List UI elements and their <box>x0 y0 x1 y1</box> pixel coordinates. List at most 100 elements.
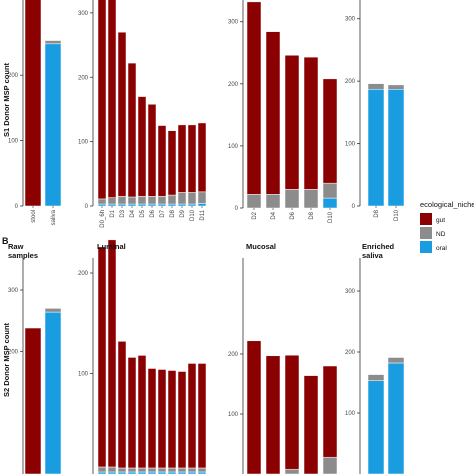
panel-s2-enriched-saliva-bar-d8-oral <box>367 380 385 474</box>
panel-s2-luminal-bar-d1-gut <box>107 239 117 468</box>
panel-s1-raw-samples-bar-saliva-nd <box>44 40 62 45</box>
panel-s1-mucosal-xtick-label: D4 <box>271 211 277 219</box>
panel-s1-mucosal-ytick-label: 200 <box>228 82 239 88</box>
panel-s1-mucosal-ytick-label: 100 <box>228 144 239 150</box>
panel-s2-enriched-saliva-ytick-label: 200 <box>345 350 356 356</box>
panel-s1-raw-samples-ytick-label: 200 <box>8 73 19 79</box>
panel-s2-mucosal-ytick-label: 200 <box>228 352 239 358</box>
panel-s2-luminal-bar-d3-gut <box>117 341 127 469</box>
panel-s1-enriched-saliva-ytick-label: 0 <box>352 204 356 210</box>
panel-s1-enriched-saliva-ytick-label: 200 <box>345 79 356 85</box>
panel-s1-mucosal-bar-d6-nd <box>284 189 300 209</box>
panel-s2-luminal-ytick-label: 100 <box>78 372 89 378</box>
panel-s2-luminal-bar-d8-gut <box>167 370 177 469</box>
panel-s1-luminal-bar-d0_6h-nd <box>97 198 107 205</box>
legend-label-gut: gut <box>436 217 445 224</box>
section-label-b: B <box>2 236 9 246</box>
panel-s1-luminal-bar-d9-gut <box>177 124 187 193</box>
panel-s1-luminal-bar-d8-oral <box>167 203 177 207</box>
panel-s2-enriched-saliva-bar-d10-oral <box>387 362 405 474</box>
panel-s1-luminal-bar-d10-gut <box>187 124 197 193</box>
panel-s2-mucosal-bar-d4-gut <box>265 355 281 474</box>
panel-s1-mucosal-bar-d8-nd <box>303 189 319 209</box>
panel-s1-luminal-xtick-label: D4 <box>130 209 136 217</box>
panel-s2-enriched-saliva-bar-d8-nd <box>367 374 385 381</box>
panel-s2-mucosal-bar-d10-gut <box>322 365 338 458</box>
panel-s2-luminal-bar-d1-nd <box>107 466 117 473</box>
panel-s1-raw-samples-xtick-label: saliva <box>51 209 57 225</box>
panel-s1-luminal-xtick-label: D7 <box>160 209 166 217</box>
panel-s2-enriched-saliva-bar-d10-nd <box>387 357 405 364</box>
panel-s1-raw-samples-ytick-label: 0 <box>15 204 19 210</box>
legend-title: ecological_niche <box>420 200 474 209</box>
panel-s1-luminal-bar-d11-nd <box>197 191 207 204</box>
panel-s1-luminal-xtick-label: D0_6h <box>100 210 106 228</box>
panel-s2-enriched-saliva-ytick-label: 300 <box>345 289 356 295</box>
panel-s2-raw-samples-title-line1: Raw <box>8 242 24 251</box>
panel-s1-mucosal-ytick-label: 300 <box>228 20 239 26</box>
panel-s2-luminal-ytick-label: 200 <box>78 271 89 277</box>
panel-s2-luminal-bar-d3-nd <box>117 467 127 473</box>
panel-s2-luminal-bar-d9-gut <box>177 371 187 469</box>
panel-s1-luminal-bar-d3-gut <box>117 31 127 197</box>
panel-s1-luminal-bar-d1-gut <box>107 0 117 198</box>
panel-s1-mucosal-bar-d2-nd <box>246 194 262 209</box>
panel-s1-mucosal-bar-d2-gut <box>246 1 262 195</box>
panel-s1-luminal-bar-d9-oral <box>177 203 187 207</box>
panel-s1-enriched-saliva-xtick-label: D10 <box>394 209 400 221</box>
panel-s1-luminal-bar-d10-oral <box>187 203 197 207</box>
panel-s1-luminal-ytick-label: 300 <box>78 11 89 17</box>
panel-s2-raw-samples-ylabel: S2 Donor MSP count <box>2 322 11 397</box>
panel-s2-luminal-bar-d4-nd <box>127 467 137 473</box>
panel-s1-luminal-bar-d3-nd <box>117 196 127 205</box>
panel-s2-luminal-bar-d6-gut <box>147 368 157 469</box>
panel-s2-luminal-bar-d10-nd <box>187 467 197 473</box>
panel-s1-luminal-bar-d7-nd <box>157 196 167 205</box>
panel-s2-enriched-saliva-title-line1: Enriched <box>362 242 395 251</box>
panel-s2-luminal-bar-d4-gut <box>127 357 137 469</box>
panel-s2-mucosal-bar-d8-gut <box>303 375 319 474</box>
panel-s1-luminal-xtick-label: D3 <box>120 209 126 217</box>
legend-swatch-nd <box>420 227 432 239</box>
panel-s2-luminal-bar-d0_6h-gut <box>97 246 107 468</box>
panel-s1-luminal-bar-d4-gut <box>127 62 137 198</box>
panel-s2-luminal-title: Luminal <box>97 242 126 251</box>
panel-s1-luminal-ytick-label: 0 <box>85 204 89 210</box>
panel-s1-mucosal-bar-d10-nd <box>322 182 338 199</box>
panel-s2-luminal-bar-d11-nd <box>197 467 207 473</box>
panel-s1-luminal-xtick-label: D10 <box>190 209 196 221</box>
panel-s1-luminal-xtick-label: D1 <box>110 209 116 217</box>
panel-s2-raw-samples-ytick-label: 200 <box>8 349 19 355</box>
panel-s1-luminal-bar-d7-gut <box>157 125 167 197</box>
panel-s1-luminal-bar-d3-oral <box>117 203 127 207</box>
panel-s1-enriched-saliva-bar-d8-oral <box>367 89 385 207</box>
panel-s1-mucosal-bar-d4-nd <box>265 194 281 209</box>
panel-s2-raw-samples-bar-saliva-nd <box>44 308 62 313</box>
panel-s1-raw-samples-xtick-label: stool <box>31 210 37 223</box>
legend-swatch-oral <box>420 241 432 253</box>
panel-s1-luminal-bar-d6-nd <box>147 196 157 205</box>
panel-s2-mucosal-bar-d6-gut <box>284 354 300 470</box>
panel-s1-luminal-bar-d1-oral <box>107 203 117 207</box>
panel-s1-luminal-bar-d4-oral <box>127 203 137 207</box>
panel-s1-luminal-ytick-label: 100 <box>78 140 89 146</box>
panel-s1-mucosal-xtick-label: D2 <box>252 211 258 219</box>
panel-s1-luminal-bar-d4-nd <box>127 196 137 205</box>
panel-s2-luminal-bar-d5-gut <box>137 355 147 469</box>
panel-s1-luminal-bar-d7-oral <box>157 203 167 207</box>
panel-s1-luminal-bar-d5-gut <box>137 96 147 197</box>
panel-s2-raw-samples-bar-saliva-oral <box>44 311 62 474</box>
panel-s2-mucosal-title: Mucosal <box>246 242 276 251</box>
panel-s1-luminal-bar-d5-nd <box>137 196 147 205</box>
panel-s2-raw-samples-bar-stool-gut <box>24 327 42 474</box>
panel-s2-raw-samples-title-line2: samples <box>8 251 38 260</box>
panel-s1-luminal-bar-d6-oral <box>147 203 157 207</box>
panel-s1-mucosal-bar-d10-oral <box>322 197 338 209</box>
panel-s1-luminal-bar-d11-gut <box>197 122 207 193</box>
panel-s1-raw-samples-ytick-label: 100 <box>8 139 19 145</box>
panel-s1-enriched-saliva-bar-d10-oral <box>387 89 405 207</box>
panel-s1-luminal-bar-d5-oral <box>137 203 147 207</box>
panel-s1-mucosal-xtick-label: D8 <box>309 211 315 219</box>
panel-s2-luminal-bar-d5-nd <box>137 467 147 473</box>
panel-s1-mucosal-bar-d8-gut <box>303 56 319 190</box>
